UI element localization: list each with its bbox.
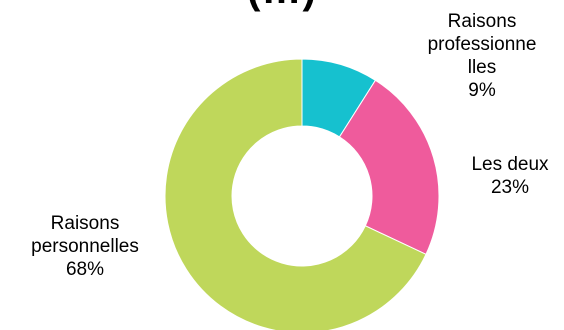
slice-value-professional: 9% xyxy=(468,80,496,101)
slice-value-personal: 68% xyxy=(65,259,105,280)
slice-label-personal-line-2: personnelles xyxy=(31,236,139,257)
slice-personal xyxy=(164,58,427,330)
slice-value-both: 23% xyxy=(490,177,530,198)
slice-label-professional-line-3: lles xyxy=(467,57,497,78)
slice-label-both: Les deux 23% xyxy=(450,153,564,199)
slice-label-professional-line-2: professionne xyxy=(427,34,537,55)
slice-label-both-line-1: Les deux xyxy=(471,154,549,175)
slice-label-professional: Raisons professionne lles 9% xyxy=(412,10,552,102)
slice-label-personal: Raisons personnelles 68% xyxy=(10,212,160,281)
slice-both xyxy=(338,79,440,255)
chart-title: (…) xyxy=(0,0,564,13)
slice-label-personal-line-1: Raisons xyxy=(50,213,120,234)
slice-label-professional-line-1: Raisons xyxy=(447,11,517,32)
